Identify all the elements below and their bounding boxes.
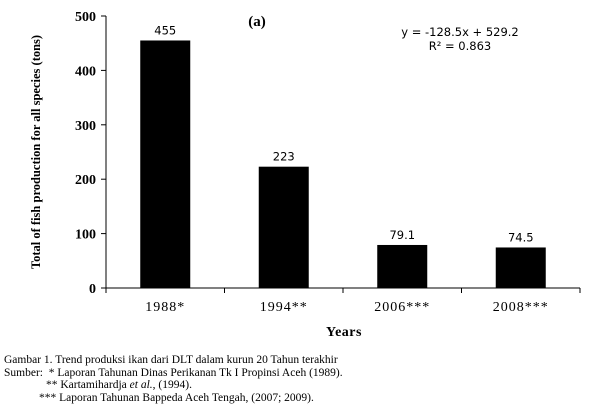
plot-area: 0 100 200 300 400 500 455 1988* 223 1994** 79.1 200… [75, 10, 581, 315]
source-prefix: Sumber: [4, 366, 43, 379]
regression-equation: y = -128.5x + 529.2 [401, 25, 519, 39]
y-tick-label: 400 [75, 64, 96, 79]
source-2-suffix: , (1994). [152, 379, 192, 391]
y-tick-label: 100 [75, 228, 96, 243]
source-1-text: * Laporan Tahunan Dinas Perikanan Tk I P… [48, 366, 343, 379]
bar-3 [495, 247, 546, 288]
data-label-1: 223 [273, 150, 295, 164]
y-tick-label: 300 [75, 119, 96, 134]
source-2-etal: et al. [129, 379, 153, 391]
figure-caption: Gambar 1. Trend produksi ikan dari DLT d… [4, 354, 594, 404]
bar-chart: 0 100 200 300 400 500 455 1988* 223 1994** 79.1 200… [29, 10, 581, 340]
caption-source-1: Sumber: * Laporan Tahunan Dinas Perikana… [4, 367, 594, 380]
r-squared: R² = 0.863 [429, 39, 491, 53]
caption-title: Gambar 1. Trend produksi ikan dari DLT d… [4, 354, 338, 366]
bar-2 [377, 244, 428, 288]
y-tick-label: 500 [75, 10, 96, 25]
caption-source-3: *** Laporan Tahunan Bappeda Aceh Tengah,… [39, 391, 314, 404]
source-2-prefix: ** Kartamihardja [46, 379, 127, 391]
bar-0 [140, 40, 191, 289]
y-tick-label: 0 [89, 282, 96, 297]
data-label-0: 455 [154, 23, 176, 37]
data-label-3: 74.5 [508, 230, 534, 244]
x-axis-label: Years [326, 325, 362, 340]
x-tick-label-2: 2006*** [374, 300, 430, 315]
bar-1 [258, 166, 309, 288]
caption-source-2: ** Kartamihardja et al., (1994). [4, 379, 594, 392]
y-tick-label: 200 [75, 173, 96, 188]
y-axis-label: Total of fish production for all species… [29, 35, 43, 269]
data-label-2: 79.1 [389, 228, 415, 242]
x-tick-label-3: 2008*** [493, 300, 549, 315]
x-tick-label-0: 1988* [145, 300, 185, 315]
panel-label: (a) [248, 14, 266, 30]
x-tick-label-1: 1994** [260, 300, 308, 315]
